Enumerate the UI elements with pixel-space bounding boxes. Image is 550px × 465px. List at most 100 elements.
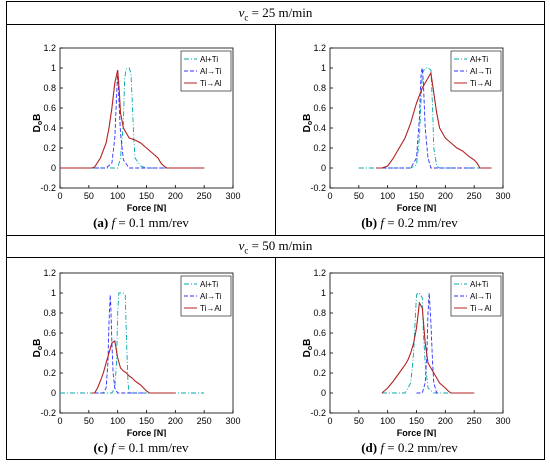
caption-letter: (d) (361, 440, 378, 455)
x-tick-label: 0 (327, 416, 332, 426)
caption-text: = 0.1 mm/rev (115, 215, 189, 230)
y-axis-label: DoB (302, 339, 314, 358)
figure-grid: vc = 25 m/min vc = 50 m/min (a) f = 0.1 … (6, 1, 545, 460)
y-tick-label: 0.8 (313, 83, 326, 93)
caption-letter: (c) (93, 440, 108, 455)
x-tick-label: 250 (197, 416, 212, 426)
y-tick-label: 1.2 (313, 43, 326, 53)
series-line (381, 301, 475, 394)
x-tick-label: 200 (438, 191, 453, 201)
series-line (94, 294, 147, 394)
legend-label: Ti→Al (200, 79, 222, 88)
x-tick-label: 250 (467, 416, 482, 426)
x-tick-label: 50 (354, 191, 364, 201)
series-line (376, 71, 492, 169)
x-axis-label: Force [N] (127, 203, 167, 212)
series-line (358, 67, 492, 169)
legend-label: Al+Ti (200, 55, 218, 64)
y-tick-label: 0.6 (313, 103, 326, 113)
y-tick-label: 1 (51, 63, 56, 73)
x-tick-label: 50 (84, 191, 94, 201)
y-tick-label: 0 (321, 163, 326, 173)
legend-label: Ti→Al (200, 304, 222, 313)
legend-label: Al+Ti (470, 55, 488, 64)
y-tick-label: -0.2 (310, 183, 326, 193)
y-tick-label: 0.4 (313, 348, 326, 358)
caption-letter: (a) (93, 215, 109, 230)
legend-label: Ti→Al (470, 79, 492, 88)
y-tick-label: -0.2 (40, 183, 56, 193)
y-tick-label: 0.4 (313, 123, 326, 133)
y-tick-label: 0 (51, 163, 56, 173)
x-tick-label: 300 (225, 416, 240, 426)
y-tick-label: 0.6 (313, 328, 326, 338)
row-divider (7, 235, 544, 236)
y-tick-label: 0.8 (43, 83, 56, 93)
chart-c: 0 50 100 150 200 250 300-0.200.20.40.60.811.2F… (32, 268, 241, 437)
y-tick-label: 1 (51, 288, 56, 298)
vc-symbol: v (238, 238, 245, 253)
legend-label: Ti→Al (470, 304, 492, 313)
x-axis-label: Force [N] (397, 203, 437, 212)
series-line (376, 67, 475, 169)
y-tick-label: 1.2 (43, 43, 56, 53)
y-tick-label: 0 (321, 388, 326, 398)
x-tick-label: 50 (84, 416, 94, 426)
caption-a: (a) f = 0.1 mm/rev (7, 213, 275, 233)
x-tick-label: 300 (225, 191, 240, 201)
x-tick-label: 250 (197, 191, 212, 201)
x-tick-label: 0 (57, 191, 62, 201)
series-line (60, 69, 205, 169)
legend-label: Al+Ti (200, 280, 218, 289)
x-tick-label: 250 (467, 191, 482, 201)
y-tick-label: 0.6 (43, 103, 56, 113)
vc-value: = 50 m/min (248, 238, 313, 253)
caption-text: = 0.2 mm/rev (383, 440, 458, 455)
y-axis-label: DoB (32, 339, 44, 358)
vc-subscript: c (244, 245, 249, 256)
x-axis-label: Force [N] (397, 428, 437, 437)
section-header-vc25: vc = 25 m/min (7, 2, 544, 29)
x-tick-label: 150 (409, 191, 424, 201)
x-tick-label: 200 (168, 191, 183, 201)
series-line (416, 292, 440, 394)
caption-letter: (b) (361, 215, 378, 230)
x-tick-label: 200 (438, 416, 453, 426)
y-axis-label: DoB (32, 114, 44, 133)
legend-box (180, 275, 232, 317)
column-divider (275, 24, 276, 235)
x-tick-label: 300 (495, 416, 510, 426)
chart-d: 0 50 100 150 200 250 300-0.200.20.40.60.811.2F… (302, 268, 511, 437)
x-tick-label: 150 (409, 416, 424, 426)
legend-label: Al→Ti (470, 292, 492, 301)
y-tick-label: 0.8 (313, 308, 326, 318)
series-line (91, 340, 176, 394)
caption-f: f (111, 440, 115, 455)
caption-text: = 0.2 mm/rev (383, 215, 458, 230)
x-tick-label: 100 (380, 416, 395, 426)
x-axis-label: Force [N] (127, 428, 167, 437)
y-tick-label: -0.2 (40, 408, 56, 418)
legend-box (450, 50, 502, 92)
y-tick-label: 1 (321, 63, 326, 73)
caption-d: (d) f = 0.2 mm/rev (275, 438, 544, 458)
caption-b: (b) f = 0.2 mm/rev (275, 213, 544, 233)
legend-label: Al+Ti (470, 280, 488, 289)
legend-label: Al→Ti (200, 292, 222, 301)
y-tick-label: 1.2 (43, 268, 56, 278)
caption-f: f (380, 440, 384, 455)
y-tick-label: 0.2 (43, 368, 56, 378)
x-tick-label: 150 (139, 416, 154, 426)
vc-symbol: v (238, 5, 245, 20)
vc-value: = 25 m/min (248, 5, 313, 20)
caption-f: f (111, 215, 116, 230)
legend-box (180, 50, 232, 92)
y-tick-label: 0.2 (313, 368, 326, 378)
x-tick-label: 100 (380, 191, 395, 201)
x-tick-label: 100 (110, 416, 125, 426)
y-tick-label: 0 (51, 388, 56, 398)
x-tick-label: 150 (139, 191, 154, 201)
section-header-vc50: vc = 50 m/min (7, 235, 544, 262)
y-tick-label: 0.8 (43, 308, 56, 318)
y-axis-label: DoB (302, 114, 314, 133)
